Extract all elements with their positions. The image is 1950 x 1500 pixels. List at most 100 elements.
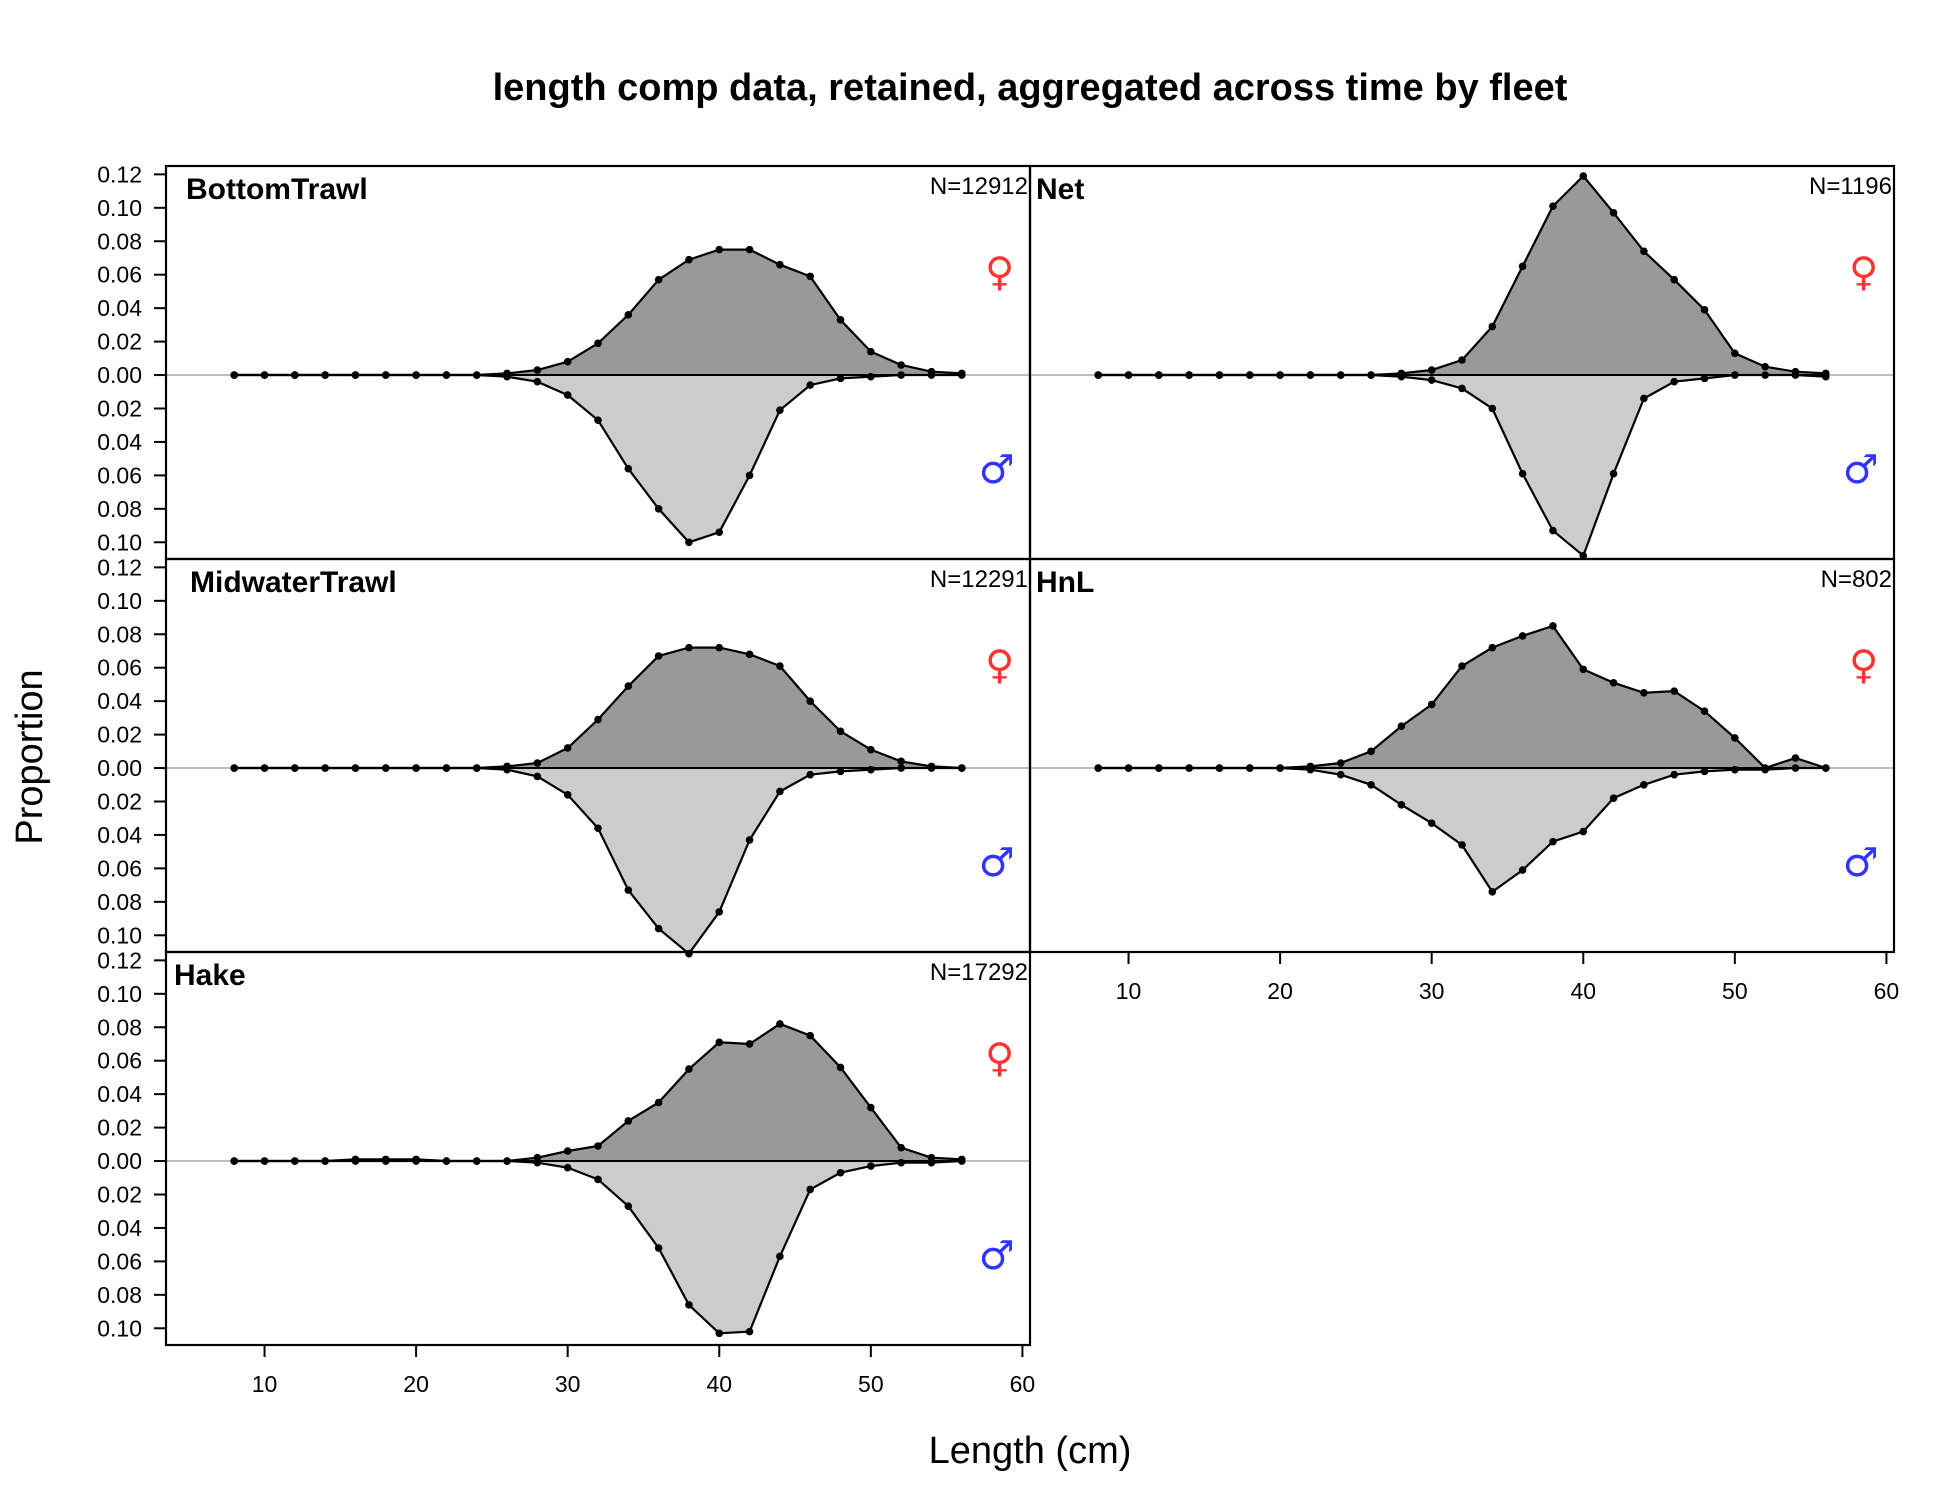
y-tick-label: 0.04 — [97, 688, 142, 714]
female-point — [1791, 754, 1800, 762]
y-tick-label: 0.12 — [97, 161, 142, 187]
female-point — [1700, 306, 1709, 314]
male-point — [806, 1185, 815, 1194]
male-point — [594, 824, 602, 833]
female-point — [745, 1040, 754, 1048]
male-point — [1700, 374, 1709, 383]
panel-label: HnL — [1036, 566, 1094, 599]
female-point — [776, 662, 784, 670]
male-symbol: ♂ — [979, 1233, 1015, 1279]
female-point — [1488, 322, 1497, 331]
y-tick-label: 0.02 — [97, 1115, 142, 1141]
panel-label: MidwaterTrawl — [190, 566, 397, 599]
y-tick-label: 0.02 — [97, 329, 142, 355]
y-tick-label: 0.06 — [97, 1048, 142, 1074]
male-point — [654, 924, 663, 933]
female-point — [685, 643, 693, 652]
male-point — [594, 1175, 602, 1184]
female-point — [594, 1142, 602, 1150]
male-point — [1245, 764, 1254, 772]
male-point — [1397, 372, 1406, 381]
male-point — [442, 764, 451, 772]
panel-label: Hake — [174, 959, 246, 992]
male-point — [472, 1157, 481, 1165]
male-point — [321, 1157, 329, 1165]
male-point — [1488, 887, 1497, 896]
male-point — [503, 1157, 511, 1165]
male-point — [1155, 764, 1163, 772]
female-point — [1518, 632, 1527, 640]
male-point — [533, 377, 542, 386]
female-area — [1098, 625, 1826, 768]
female-point — [624, 311, 633, 319]
female-point — [1518, 262, 1527, 271]
panel-MidwaterTrawl: MidwaterTrawl N=12291 ♀ ♂ 0.10 0.08 0.06 0.04 0.… — [97, 554, 1032, 958]
male-point — [381, 1157, 390, 1165]
male-area — [234, 1161, 962, 1334]
male-point — [1761, 371, 1769, 379]
panel-BottomTrawl: BottomTrawl N=12912 ♀ ♂ 0.10 0.08 0.06 0.04 0.02… — [97, 161, 1032, 561]
male-point — [1124, 764, 1133, 772]
y-tick-label: 0.10 — [97, 588, 142, 614]
female-point — [1731, 349, 1739, 358]
male-point — [836, 1168, 845, 1177]
y-tick-label: 0.08 — [97, 1282, 142, 1308]
y-tick-label: 0.10 — [97, 529, 142, 555]
female-point — [1670, 275, 1679, 284]
male-point — [1306, 371, 1315, 379]
female-area — [234, 647, 962, 768]
x-tick-label: 20 — [403, 1371, 429, 1397]
y-tick-label: 0.06 — [97, 655, 142, 681]
male-point — [1397, 801, 1406, 809]
male-point — [715, 528, 724, 537]
female-point — [1670, 687, 1679, 695]
female-point — [1579, 172, 1588, 180]
female-point — [715, 1038, 724, 1047]
male-point — [1791, 764, 1800, 772]
male-point — [836, 767, 845, 776]
male-point — [1124, 371, 1133, 379]
male-point — [1731, 765, 1739, 774]
male-point — [1821, 372, 1830, 381]
x-tick-label: 10 — [1116, 978, 1142, 1004]
x-axis-title: Length (cm) — [929, 1430, 1132, 1472]
male-point — [806, 381, 815, 389]
female-point — [533, 759, 542, 767]
male-point — [260, 371, 269, 379]
male-point — [291, 371, 299, 379]
sample-size-label: N=802 — [1821, 566, 1892, 593]
male-point — [381, 764, 390, 772]
x-tick-label: 60 — [1874, 978, 1900, 1004]
female-point — [1640, 247, 1648, 256]
male-point — [351, 371, 360, 379]
male-point — [1609, 794, 1618, 802]
male-point — [1579, 551, 1588, 560]
female-point — [1427, 366, 1436, 374]
female-point — [1458, 356, 1466, 364]
y-tick-label: 0.04 — [97, 1215, 142, 1241]
male-point — [1276, 764, 1284, 772]
male-point — [412, 1157, 420, 1165]
male-point — [533, 772, 542, 781]
sample-size-label: N=12291 — [930, 566, 1028, 593]
male-point — [1427, 819, 1436, 828]
female-symbol: ♀ — [1849, 643, 1878, 689]
panel-frame — [164, 950, 1032, 1347]
y-tick-label: 0.08 — [97, 1014, 142, 1040]
female-point — [867, 745, 875, 754]
y-tick-label: 0.04 — [97, 295, 142, 321]
male-point — [957, 1157, 966, 1165]
female-point — [897, 1143, 905, 1152]
female-point — [806, 1031, 815, 1040]
y-tick-label: 0.06 — [97, 855, 142, 881]
male-point — [1549, 837, 1557, 846]
y-tick-label: 0.10 — [97, 1315, 142, 1341]
y-tick-label: 0.00 — [97, 362, 142, 388]
female-point — [897, 361, 905, 369]
male-point — [230, 764, 239, 772]
panel-frame — [1028, 557, 1896, 954]
y-tick-label: 0.04 — [97, 822, 142, 848]
male-point — [897, 371, 905, 379]
x-tick-label: 30 — [555, 1371, 581, 1397]
male-point — [1791, 371, 1800, 379]
